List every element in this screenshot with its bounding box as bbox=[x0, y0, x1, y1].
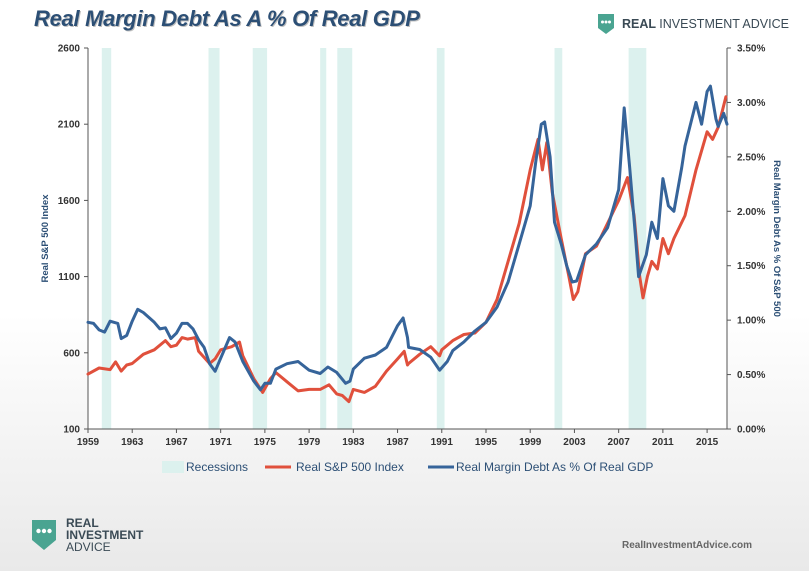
y-left-tick-label-5: 2600 bbox=[58, 44, 81, 55]
y-left-tick-label-4: 2100 bbox=[58, 120, 81, 131]
recession-band-0 bbox=[101, 48, 112, 429]
legend-swatch-0 bbox=[162, 461, 184, 473]
y-right-tick-label-3: 1.50% bbox=[737, 261, 765, 272]
recession-band-2 bbox=[252, 48, 268, 429]
x-tick-label-3: 1971 bbox=[210, 437, 233, 448]
footer-logo: REAL INVESTMENT ADVICE bbox=[30, 517, 143, 553]
recession-band-1 bbox=[208, 48, 220, 429]
x-tick-label-9: 1995 bbox=[475, 437, 498, 448]
footer-logo-text: REAL INVESTMENT ADVICE bbox=[66, 517, 143, 553]
recession-band-3 bbox=[320, 48, 327, 429]
y-right-tick-label-0: 0.00% bbox=[737, 425, 765, 436]
x-tick-label-10: 1999 bbox=[519, 437, 542, 448]
footer-logo-icon bbox=[32, 520, 56, 550]
legend-label-0: Recessions bbox=[186, 460, 248, 474]
chart-title: Real Margin Debt As A % Of Real GDP bbox=[34, 6, 420, 31]
site-url: RealInvestmentAdvice.com bbox=[622, 540, 753, 551]
y-left-tick-label-3: 1600 bbox=[58, 196, 81, 207]
y-right-tick-label-4: 2.00% bbox=[737, 207, 765, 218]
x-tick-label-13: 2011 bbox=[652, 437, 674, 448]
y-left-tick-label-0: 100 bbox=[63, 425, 80, 436]
recession-band-5 bbox=[436, 48, 445, 429]
footer-logo-line-2: INVESTMENT bbox=[66, 528, 144, 542]
series-line-1 bbox=[86, 84, 729, 392]
brand-word-1: REAL bbox=[622, 17, 656, 31]
legend-label-1: Real S&P 500 Index bbox=[296, 460, 404, 474]
x-tick-label-6: 1983 bbox=[342, 437, 365, 448]
x-tick-label-2: 1967 bbox=[165, 437, 188, 448]
x-tick-label-4: 1975 bbox=[254, 437, 277, 448]
recession-band-4 bbox=[337, 48, 353, 429]
x-tick-label-14: 2015 bbox=[696, 437, 719, 448]
y-right-tick-label-2: 1.00% bbox=[737, 316, 765, 327]
y-right-tick-label-5: 2.50% bbox=[737, 152, 765, 163]
y-left-axis-title: Real S&P 500 Index bbox=[40, 194, 51, 283]
legend-label-2: Real Margin Debt As % Of Real GDP bbox=[456, 460, 653, 474]
x-tick-label-7: 1987 bbox=[386, 437, 409, 448]
y-right-tick-label-6: 3.00% bbox=[737, 98, 765, 109]
brand-name: REAL INVESTMENT ADVICE bbox=[622, 17, 789, 31]
footer-logo-line-3: ADVICE bbox=[66, 540, 111, 554]
y-left-tick-label-1: 600 bbox=[63, 348, 80, 359]
x-tick-label-11: 2003 bbox=[563, 437, 586, 448]
y-left-tick-label-2: 1100 bbox=[58, 272, 80, 283]
y-right-tick-label-1: 0.50% bbox=[737, 370, 765, 381]
x-tick-label-12: 2007 bbox=[608, 437, 631, 448]
y-right-axis-title: Real Margin Debt As % Of S&P 500 bbox=[771, 160, 782, 317]
y-right-tick-label-7: 3.50% bbox=[737, 44, 765, 55]
brand-logo-icon bbox=[598, 14, 614, 34]
brand-header: REAL INVESTMENT ADVICE bbox=[596, 12, 789, 36]
x-tick-label-0: 1959 bbox=[77, 437, 100, 448]
x-tick-label-5: 1979 bbox=[298, 437, 321, 448]
footer-logo-line-1: REAL bbox=[66, 516, 99, 530]
x-tick-label-8: 1991 bbox=[431, 437, 454, 448]
brand-word-2: INVESTMENT ADVICE bbox=[659, 17, 789, 31]
x-tick-label-1: 1963 bbox=[121, 437, 144, 448]
